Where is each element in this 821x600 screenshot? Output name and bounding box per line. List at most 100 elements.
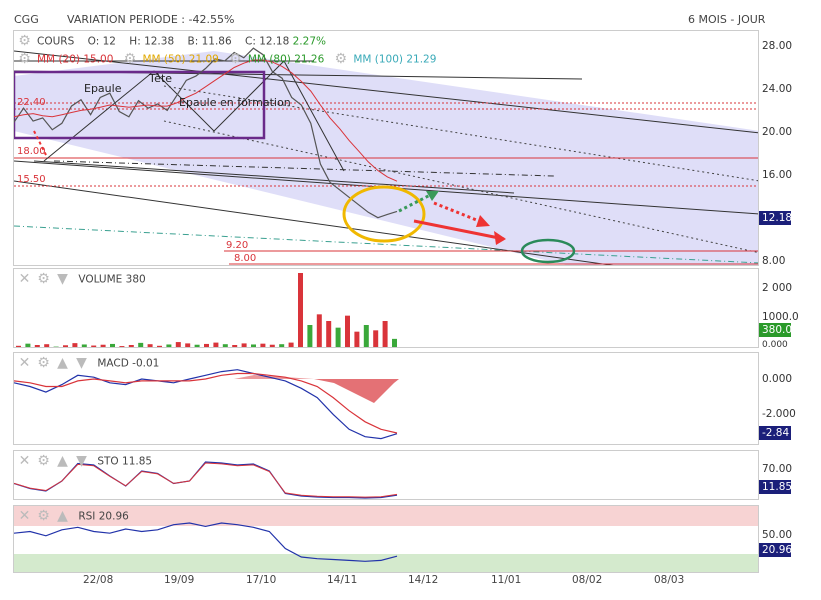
gear-icon[interactable]: ⚙ <box>18 51 31 67</box>
sto-signal-series <box>14 462 398 498</box>
arrow-down-icon[interactable]: ▼ <box>76 355 87 371</box>
volume-bar <box>16 345 21 347</box>
arrow-up-icon[interactable]: ▲ <box>57 508 68 524</box>
volume-bar <box>279 344 285 347</box>
volume-bar <box>138 342 144 347</box>
volume-title: VOLUME <box>78 273 123 286</box>
close-icon[interactable]: ✕ <box>18 355 31 371</box>
price-canvas <box>14 47 758 265</box>
gear-icon[interactable]: ⚙ <box>37 355 50 371</box>
volume-bar <box>288 342 294 347</box>
volume-bar <box>100 344 106 347</box>
sto-title: STO <box>97 455 119 468</box>
red-arrow-head <box>494 231 506 245</box>
volume-bar <box>363 325 369 347</box>
volume-bar <box>72 343 78 347</box>
macd-canvas <box>14 369 399 440</box>
annotation-tete: Tête <box>149 72 173 85</box>
x-tick-label: 14/11 <box>327 574 358 586</box>
volume-bar <box>298 273 303 347</box>
volume-panel[interactable]: ✕ ⚙ ▼ VOLUME 380 <box>13 268 759 348</box>
macd-panel[interactable]: ✕ ⚙ ▲ ▼ MACD -0.01 <box>13 352 759 445</box>
x-tick-label: 14/12 <box>408 574 439 586</box>
volume-bar <box>316 314 322 347</box>
period-label[interactable]: 6 MOIS - JOUR <box>688 13 766 26</box>
close-icon[interactable]: ✕ <box>18 453 31 469</box>
arrow-down-icon[interactable]: ▼ <box>76 453 87 469</box>
sto-value: 11.85 <box>122 455 153 468</box>
rsi-tag: 20.96 <box>759 543 792 557</box>
volume-value: 380 <box>125 273 146 286</box>
rsi-oversold-zone <box>14 554 758 572</box>
volume-tag: 380.0 <box>759 323 792 337</box>
dotted-2 <box>163 120 758 254</box>
rsi-value: 20.96 <box>98 510 129 523</box>
volume-bar <box>119 346 125 347</box>
rsi-series <box>14 522 398 562</box>
green-dotted-arrow <box>398 191 435 213</box>
red-arrow <box>413 219 505 241</box>
x-tick-label: 11/01 <box>491 574 522 586</box>
gear-icon[interactable]: ⚙ <box>37 508 50 524</box>
gear-icon[interactable]: ⚙ <box>334 51 348 67</box>
gear-icon[interactable]: ⚙ <box>37 453 50 469</box>
ma-legend: ⚙ MM (20) 15.00 ⚙ MM (50) 21.09 ⚙ MM (80) 2… <box>18 51 436 67</box>
volume-bar <box>53 346 59 347</box>
gear-icon[interactable]: ⚙ <box>123 51 137 67</box>
volume-bar <box>307 325 313 347</box>
annotation-epaule: Epaule <box>84 82 122 95</box>
volume-bar <box>251 344 256 347</box>
sto-tag: 11.85 <box>759 480 792 494</box>
volume-bar <box>392 338 397 347</box>
price-title: COURS <box>37 35 75 48</box>
volume-bar <box>91 345 97 347</box>
rsi-overbought-zone <box>14 506 758 526</box>
gear-icon[interactable]: ⚙ <box>229 51 242 67</box>
sto-panel[interactable]: ✕ ⚙ ▲ ▼ STO 11.85 <box>13 450 759 500</box>
price-panel[interactable]: ⚙ COURS O: 12 H: 12.38 B: 11.86 C: 12.18 … <box>13 30 759 266</box>
green-arrow-head <box>426 191 439 201</box>
volume-bar <box>25 343 31 347</box>
x-tick-label: 19/09 <box>164 574 195 586</box>
gear-icon[interactable]: ⚙ <box>37 271 50 287</box>
volume-bar <box>326 321 332 347</box>
close-value: C: 12.18 <box>245 35 290 48</box>
teal-dashdot <box>14 225 758 264</box>
hs-pattern <box>43 60 345 172</box>
macd-title: MACD <box>97 357 129 370</box>
volume-legend: ✕ ⚙ ▼ VOLUME 380 <box>18 271 146 287</box>
volume-bar <box>128 345 134 347</box>
rsi-panel[interactable]: ✕ ⚙ ▲ RSI 20.96 <box>13 505 759 573</box>
volume-bar <box>34 345 40 347</box>
volume-bar <box>222 344 228 347</box>
low-value: B: 11.86 <box>187 35 232 48</box>
highlight-ellipse <box>342 185 426 243</box>
macd-tag: -2.84 <box>759 426 791 440</box>
arrow-up-icon[interactable]: ▲ <box>57 355 68 371</box>
volume-bar <box>185 343 191 347</box>
volume-bar <box>335 327 341 347</box>
volume-bar <box>232 345 238 347</box>
close-icon[interactable]: ✕ <box>18 508 31 524</box>
macd-legend: ✕ ⚙ ▲ ▼ MACD -0.01 <box>18 355 160 371</box>
volume-bar <box>166 344 172 347</box>
red-dotted-arrow <box>433 201 485 225</box>
volume-bar <box>269 344 275 347</box>
high-value: H: 12.38 <box>129 35 175 48</box>
arrow-down-icon[interactable]: ▼ <box>57 271 68 287</box>
close-icon[interactable]: ✕ <box>18 271 31 287</box>
arrow-up-icon[interactable]: ▲ <box>57 453 68 469</box>
label-2240: 22.40 <box>17 97 46 108</box>
volume-bar <box>81 344 87 347</box>
volume-bar <box>175 342 181 347</box>
volume-bar <box>382 321 388 347</box>
x-tick-label: 08/03 <box>654 574 685 586</box>
label-1550: 15.50 <box>17 174 46 185</box>
open-value: O: 12 <box>87 35 116 48</box>
volume-bar <box>354 331 360 347</box>
label-920: 9.20 <box>226 240 249 251</box>
gear-icon[interactable]: ⚙ <box>18 33 31 49</box>
channel-top-line <box>14 50 758 134</box>
mm20-series <box>14 59 398 182</box>
rsi-title: RSI <box>78 510 96 523</box>
